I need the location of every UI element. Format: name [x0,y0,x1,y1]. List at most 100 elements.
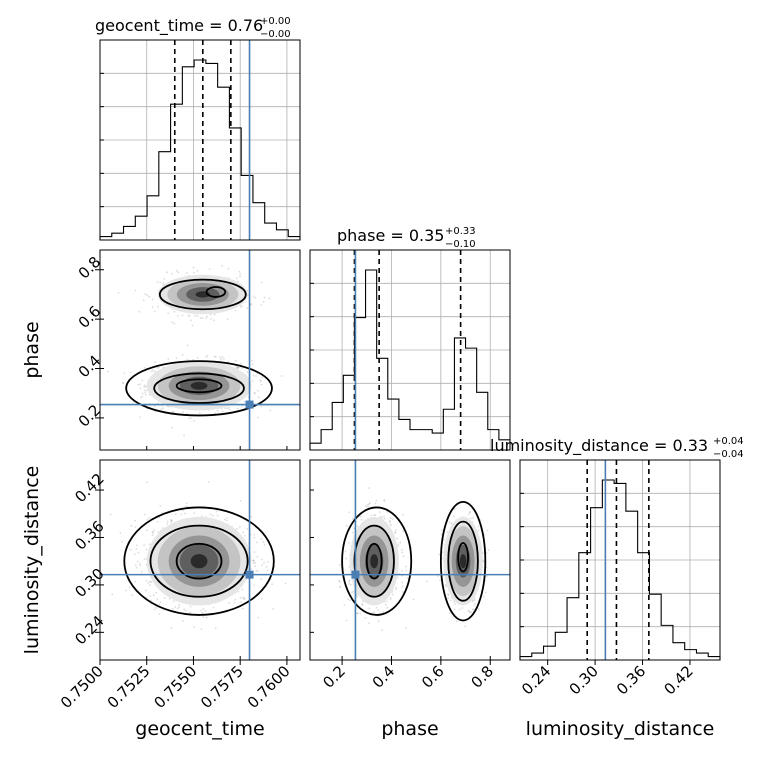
sample-point [138,416,141,419]
hist-panel-geocent_time [99,39,301,241]
sample-point [137,551,140,554]
sample-point [171,426,174,429]
sample-point [186,412,188,415]
sample-point [260,578,263,581]
sample-point [370,514,373,517]
sample-point [226,516,229,519]
x-tick-label: 0.2 [319,662,349,692]
histogram-geocent_time [99,59,301,240]
sample-point [390,524,392,527]
sample-point [267,561,269,563]
sample-point [190,319,192,322]
sample-point [184,505,187,508]
sample-point [134,564,137,566]
sample-point [183,434,185,437]
sample-point [243,597,245,600]
sample-point [173,310,176,313]
sample-point [263,296,266,299]
sample-point [240,362,242,365]
sample-point [139,387,142,390]
sample-point [156,598,159,601]
sample-point [128,586,131,589]
title-geocent-time: geocent_time = 0.76 [95,16,263,36]
sample-point [441,529,443,532]
x-tick-label: 0.7500 [57,662,107,712]
sample-point [243,534,246,537]
sample-point [359,612,362,615]
sample-point [348,582,351,585]
sample-point [144,293,147,295]
x-tick-label: 0.24 [518,662,554,698]
sample-point [261,564,263,567]
sample-point [348,511,351,514]
sample-point [365,505,367,508]
panel-content [100,250,300,450]
sample-point [468,609,471,612]
contour-line [365,542,383,580]
sample-point [252,562,255,564]
sample-point [213,355,216,358]
sample-point [181,354,184,356]
sample-point [171,608,174,610]
contour-line [175,378,223,394]
sample-point [251,359,253,362]
sample-point [191,324,194,327]
sample-point [343,603,346,606]
sample-point [356,612,359,614]
sample-point [158,516,161,519]
sample-point [154,361,157,363]
sample-point [438,553,441,556]
sample-point [151,534,154,536]
sample-point [266,569,269,572]
sample-point [221,264,224,267]
sample-point [146,529,148,532]
sample-point [483,533,486,536]
sample-point [246,371,249,374]
sample-point [453,507,456,510]
sample-point [148,543,151,546]
sample-point [271,583,274,586]
sample-point [458,608,461,611]
sample-point [220,358,222,361]
sample-point [339,580,342,583]
sample-point [216,514,219,517]
sample-point [402,555,405,558]
x-tick-label: 0.6 [418,662,448,692]
sample-point [375,499,378,502]
title-luminosity-distance: luminosity_distance = 0.33 [490,436,708,456]
sample-point [348,542,350,544]
sample-point [162,282,165,284]
contour-line [123,506,275,616]
sample-point [344,550,347,553]
sample-point [467,513,470,516]
sample-point [234,598,237,601]
sample-point [151,298,154,301]
sample-point [345,557,348,560]
sample-point [377,609,380,612]
sample-point [239,273,242,275]
contour-line [158,278,247,311]
panel-content [100,460,300,660]
scatter-phase-luminosity-distance [309,459,511,661]
sample-point [449,612,451,614]
sample-point [441,551,444,554]
sample-point [143,385,145,388]
sample-point [182,509,185,512]
sample-point [356,596,358,599]
sample-point [360,518,363,521]
sample-point [375,606,378,609]
sample-point [242,531,245,534]
x-tick-label: 0.4 [369,662,399,692]
panel-frame [99,459,301,661]
sample-point [470,611,473,614]
sample-point [135,547,138,550]
sample-point [356,525,359,528]
sample-point [200,515,203,518]
sample-point [160,408,163,411]
sample-point [190,417,192,420]
sample-point [383,515,385,518]
sample-point [392,593,394,596]
sample-point [209,313,212,316]
sample-point [237,407,239,410]
sample-point [162,527,164,530]
